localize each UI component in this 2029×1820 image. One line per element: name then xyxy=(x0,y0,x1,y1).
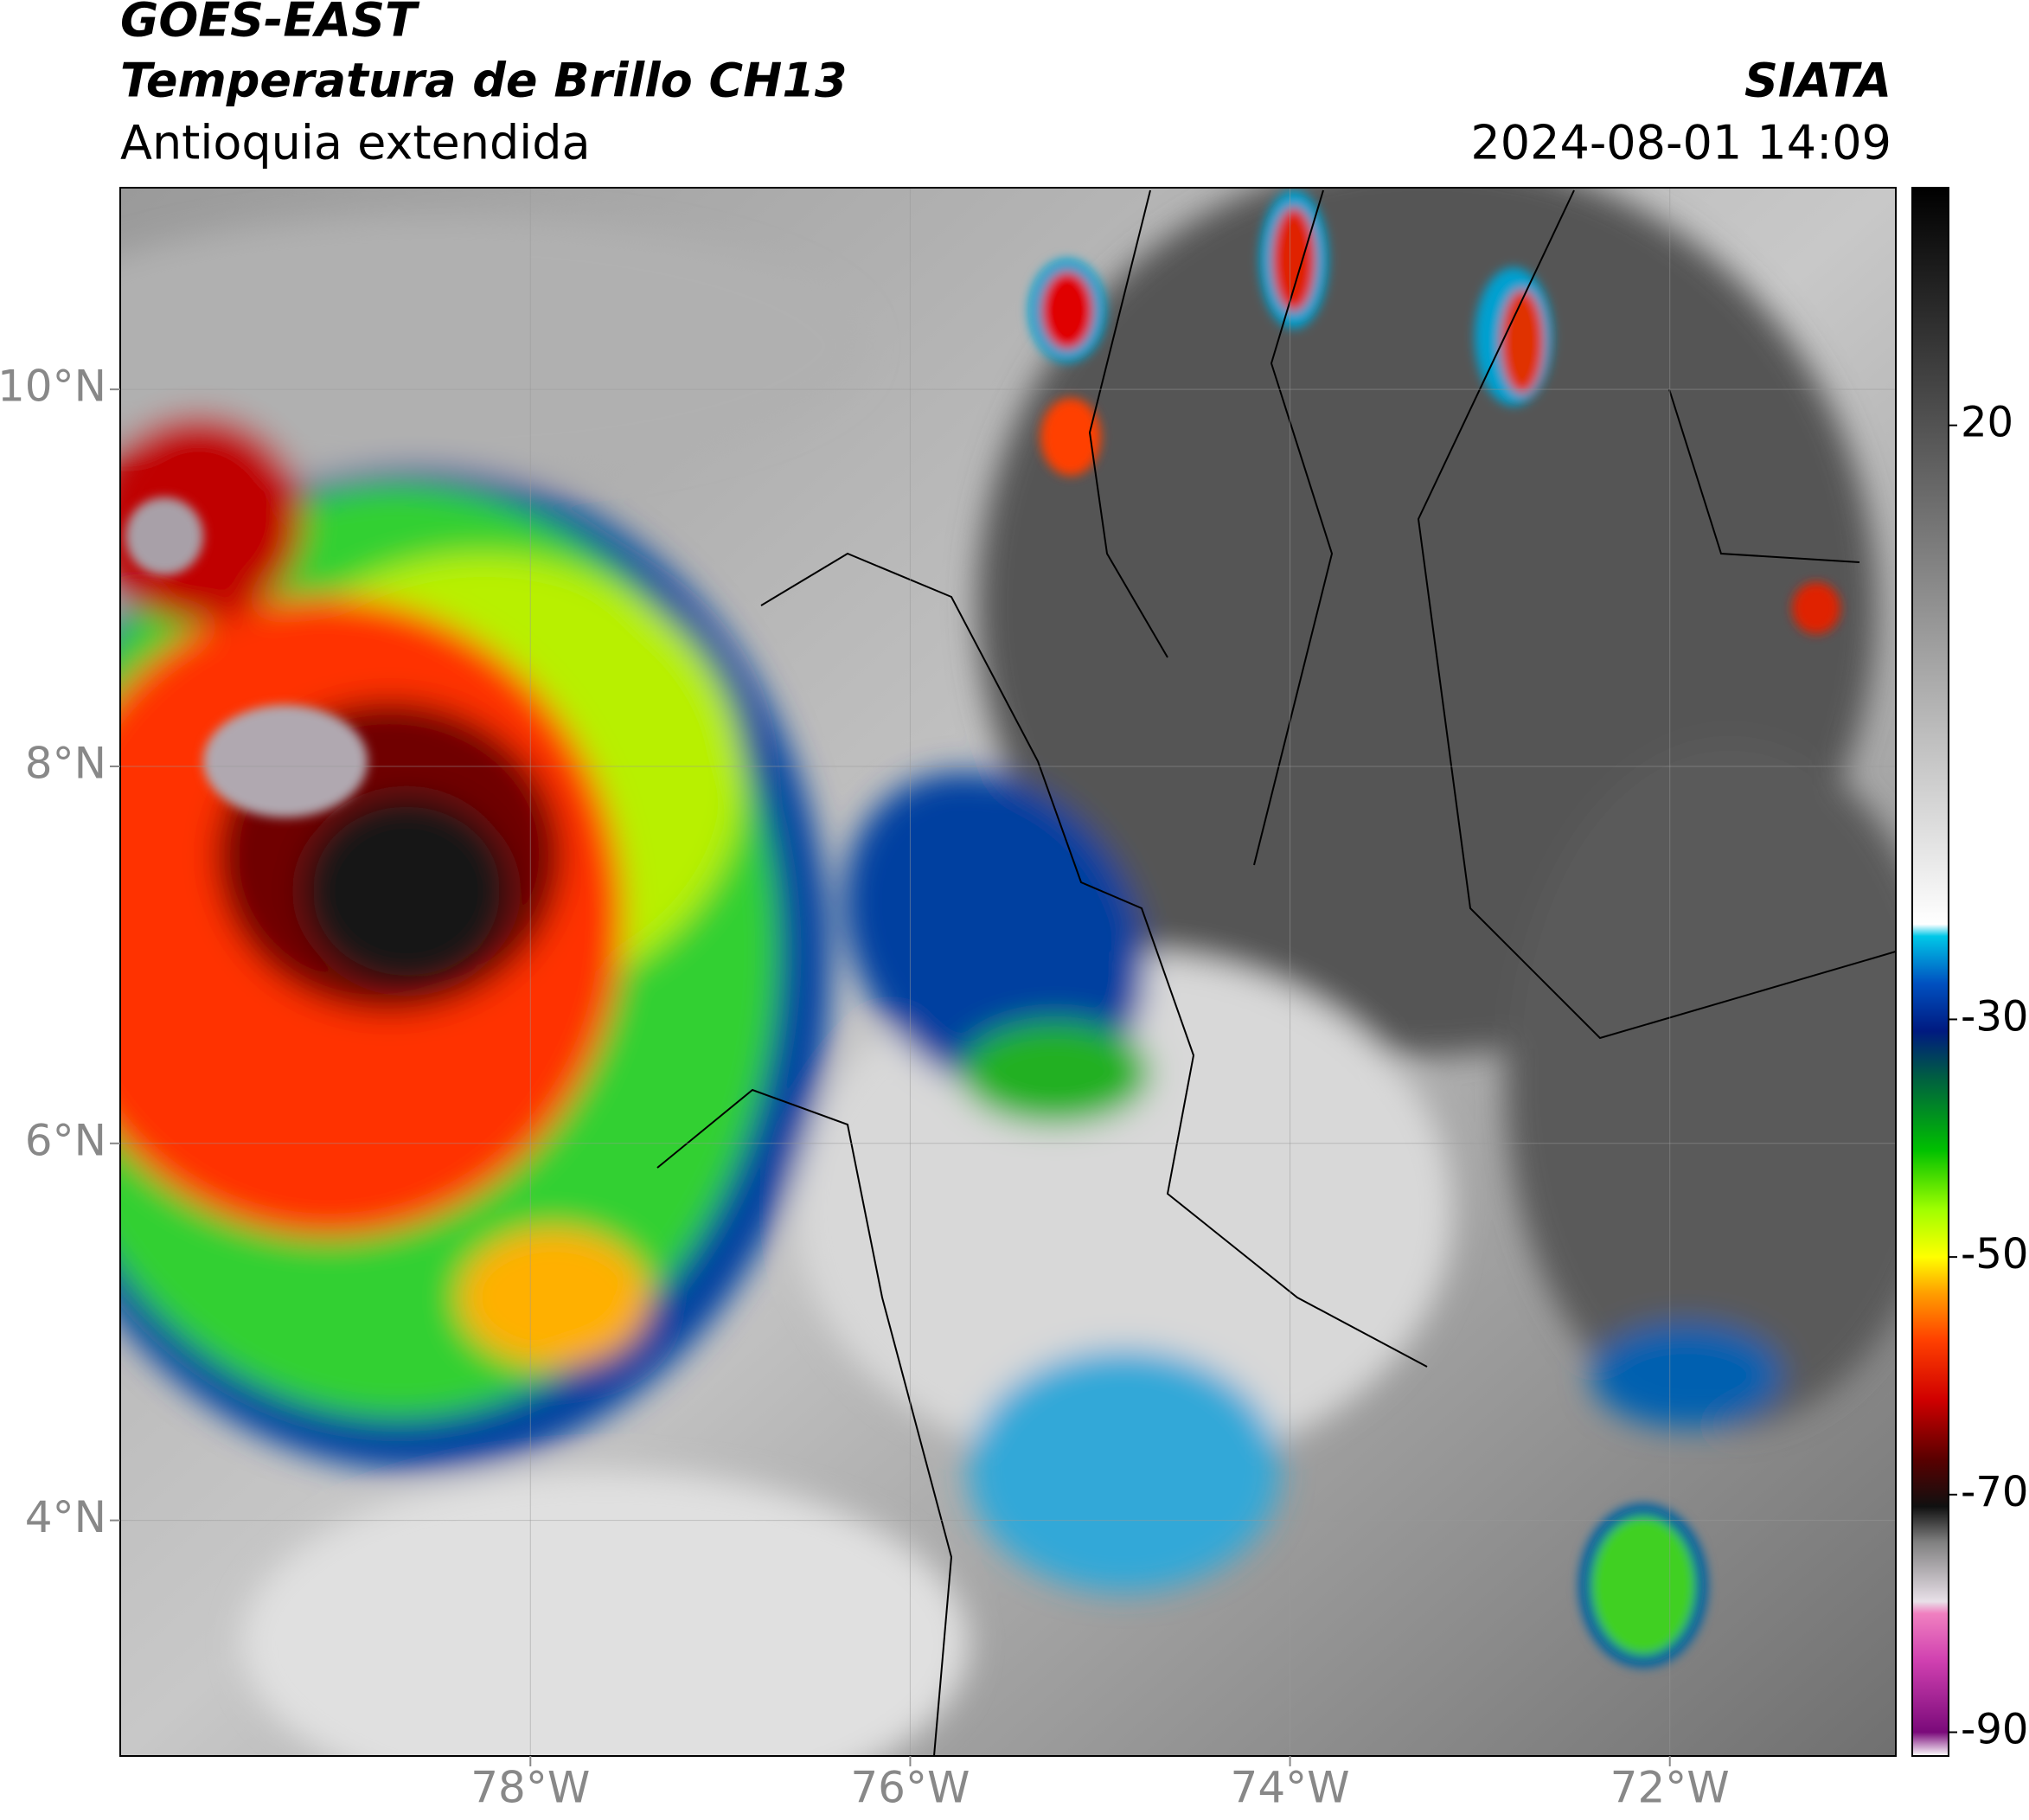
y-tick-label: 10°N xyxy=(0,362,106,412)
colorbar: -90 -70 -50 -30 20 xyxy=(1912,188,2028,1756)
x-tick-label: 78°W xyxy=(470,1763,590,1813)
colorbar-fill xyxy=(1912,188,1949,1756)
colorbar-tick-label: -90 xyxy=(1961,1706,2028,1754)
source: SIATA xyxy=(1744,54,1891,108)
map-frame xyxy=(119,187,1897,1757)
y-tick-label: 4°N xyxy=(25,1492,106,1542)
x-tick-label: 72°W xyxy=(1610,1763,1730,1813)
y-tick-label: 6°N xyxy=(25,1115,106,1165)
grid xyxy=(120,188,1896,1756)
subtitle: Antioquia extendida xyxy=(120,116,591,170)
colorbar-tick-label: 20 xyxy=(1961,399,2013,447)
colorbar-frame xyxy=(1911,187,1949,1757)
title: Temperatura de Brillo CH13 xyxy=(120,54,848,108)
colorbar-tick-label: -70 xyxy=(1961,1468,2028,1516)
colorbar-tick-label: -30 xyxy=(1961,992,2028,1041)
x-tick-label: 74°W xyxy=(1231,1763,1350,1813)
y-tick-label: 8°N xyxy=(25,738,106,788)
title: GOES-EAST xyxy=(120,0,420,48)
datetime: 2024-08-01 14:09 xyxy=(1470,116,1891,170)
x-tick-label: 76°W xyxy=(850,1763,970,1813)
colorbar-tick-label: -50 xyxy=(1961,1230,2028,1278)
satellite-image xyxy=(120,188,1896,1756)
